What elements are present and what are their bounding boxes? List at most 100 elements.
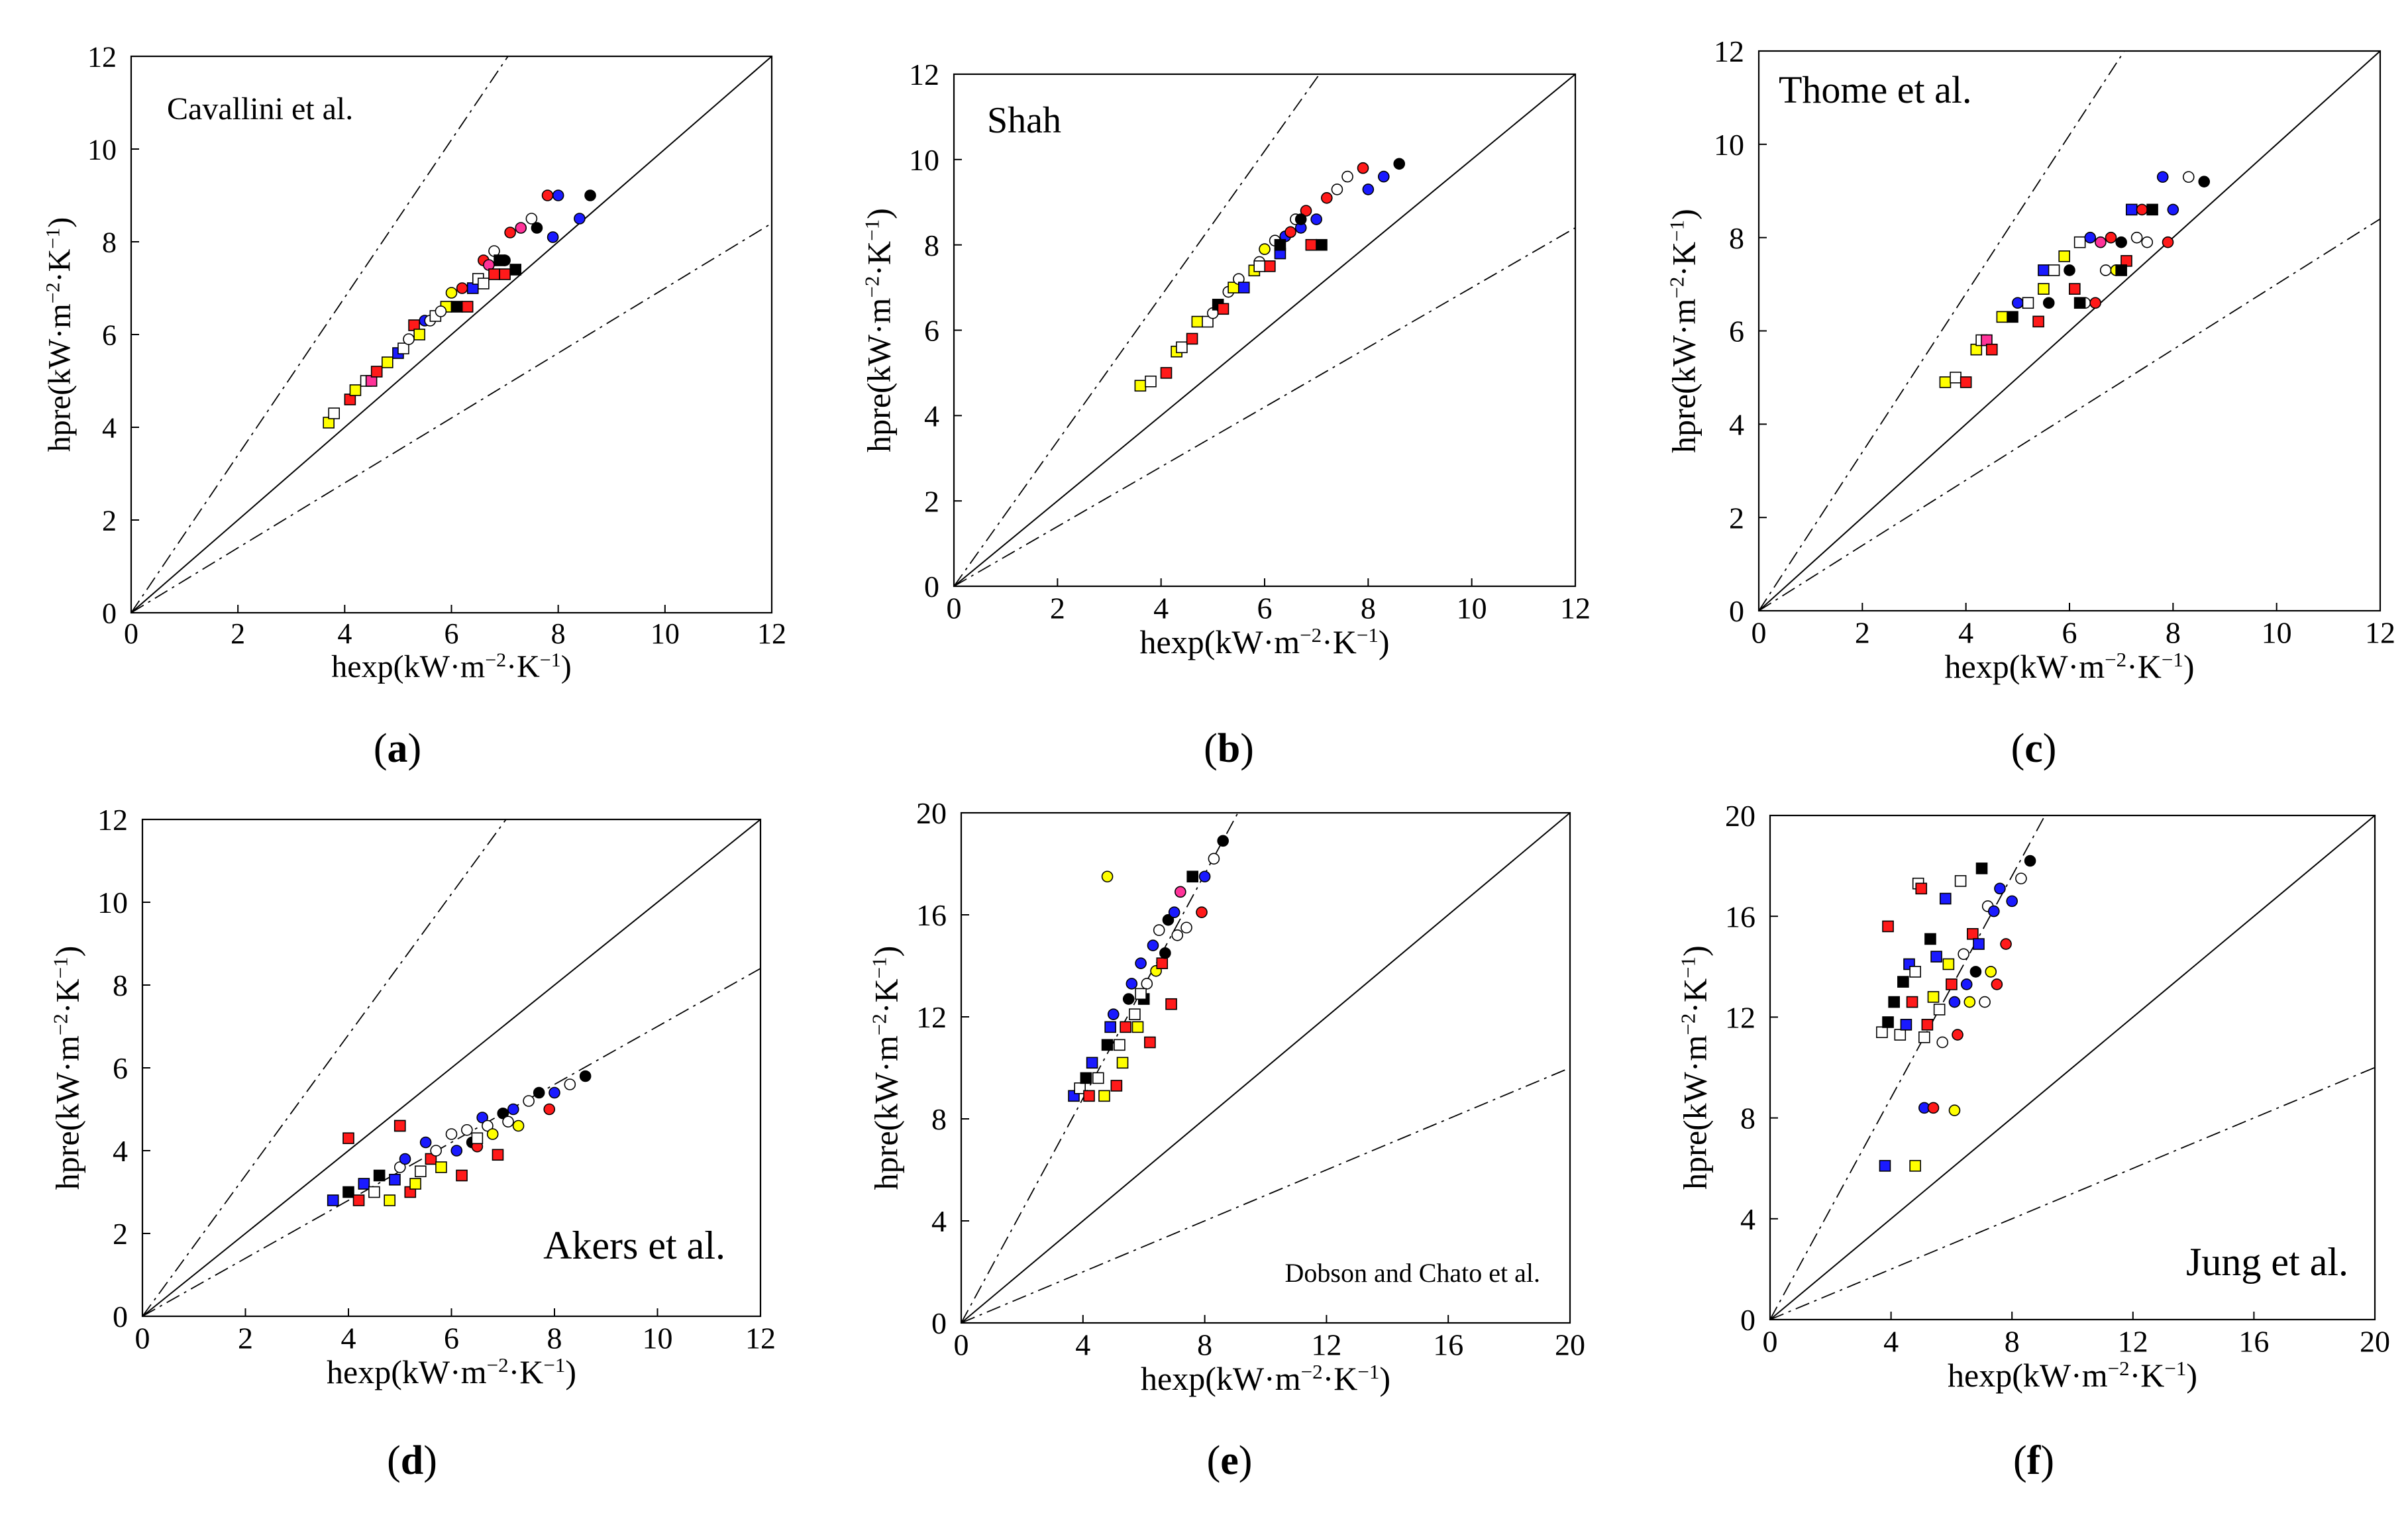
data-point-square <box>1939 376 1952 388</box>
data-point-square <box>1176 341 1188 354</box>
y-tick-label: 8 <box>113 968 128 1002</box>
data-point-square <box>327 1194 339 1206</box>
data-point-circle <box>1198 870 1211 883</box>
data-point-square <box>1092 1072 1104 1084</box>
data-point-circle <box>1147 939 1159 951</box>
data-point-circle <box>507 1103 519 1116</box>
x-axis-label: hexp(kW·m−2·K−1) <box>1948 1357 2197 1394</box>
data-point-square <box>450 301 463 313</box>
data-point-circle <box>541 189 554 201</box>
y-tick-label: 0 <box>931 1306 947 1340</box>
reference-line-slope-0_7 <box>131 223 772 613</box>
data-point-square <box>2022 297 2034 309</box>
data-point-circle <box>419 1136 432 1149</box>
data-point-square <box>358 1178 370 1190</box>
data-point-square <box>435 1161 447 1173</box>
y-tick-label: 8 <box>102 226 117 258</box>
data-point-square <box>1156 957 1169 969</box>
reference-line-slope-1 <box>1770 815 2375 1320</box>
y-tick-label: 4 <box>931 1204 947 1238</box>
data-point-circle <box>482 1120 494 1132</box>
data-point-circle <box>1963 996 1976 1008</box>
chart-panel-a: 0 2 4 6 8 10 12 0 2 4 6 8 10 12 hexp(kW·m−2·K−1) hpre(k… <box>42 40 786 771</box>
data-point-square <box>1186 333 1198 345</box>
x-tick-label: 2 <box>238 1321 253 1355</box>
data-point-square <box>1101 1039 1114 1051</box>
data-point-square <box>1950 372 1962 384</box>
y-tick-label: 2 <box>113 1217 128 1251</box>
panel-label-f: (f) <box>2013 1438 2054 1483</box>
data-point-square <box>1879 1160 1891 1172</box>
data-point-square <box>1080 1072 1092 1084</box>
data-point-square <box>1967 928 1979 940</box>
data-point-square <box>352 1194 365 1206</box>
correlation-annotation: Jung et al. <box>2186 1240 2348 1284</box>
x-axis-label: hexp(kW·m−2·K−1) <box>331 649 571 684</box>
x-tick-label: 2 <box>1855 615 1870 649</box>
data-point-circle <box>476 1112 488 1123</box>
x-tick-label: 10 <box>1457 591 1487 625</box>
data-point-square <box>409 1178 421 1190</box>
data-point-circle <box>574 213 586 225</box>
y-tick-label: 0 <box>924 570 939 603</box>
reference-line-slope-1 <box>961 813 1570 1323</box>
data-point-square <box>1927 991 1940 1003</box>
data-point-square <box>509 264 522 276</box>
data-point-circle <box>399 1153 411 1165</box>
data-point-circle <box>1991 978 2003 990</box>
y-tick-label: 4 <box>1740 1202 1755 1236</box>
reference-line-slope-1_7 <box>142 819 507 1316</box>
data-point-square <box>1882 920 1894 933</box>
y-axis-label: hpre(kW·m−2·K−1) <box>860 208 898 452</box>
data-point-square <box>1930 951 1942 963</box>
data-point-square <box>1918 1031 1930 1043</box>
x-tick-label: 20 <box>1555 1328 1585 1361</box>
data-point-circle <box>1175 886 1186 898</box>
y-tick-label: 12 <box>97 803 128 837</box>
y-axis-label: hpre(kW·m−2·K−1) <box>42 217 78 452</box>
data-point-circle <box>445 287 458 299</box>
data-point-circle <box>2105 231 2117 244</box>
panel-label-e: (e) <box>1207 1438 1253 1483</box>
data-point-circle <box>1180 921 1192 934</box>
data-point-circle <box>1357 162 1369 174</box>
data-point-square <box>1116 1057 1129 1069</box>
reference-line-slope-1_7 <box>1759 51 2125 611</box>
y-axis-label: hpre(kW·m−2·K−1) <box>1665 209 1702 453</box>
reference-line-slope-1 <box>1759 51 2380 611</box>
data-point-circle <box>1171 929 1184 941</box>
data-point-circle <box>435 305 447 317</box>
data-point-circle <box>461 1123 473 1136</box>
data-point-circle <box>531 222 543 234</box>
data-point-square <box>2073 236 2086 248</box>
data-point-circle <box>549 1086 560 1099</box>
data-point-square <box>1909 966 1921 978</box>
data-point-square <box>1960 376 1972 388</box>
data-point-circle <box>1958 948 1969 961</box>
data-point-circle <box>486 1128 499 1140</box>
data-point-circle <box>1310 213 1322 225</box>
data-point-circle <box>1162 914 1175 926</box>
x-tick-label: 0 <box>1763 1324 1778 1358</box>
data-point-square <box>2058 250 2070 262</box>
x-tick-label: 0 <box>135 1321 150 1355</box>
data-point-circle <box>2084 231 2097 244</box>
data-point-circle <box>1927 1102 1940 1114</box>
x-tick-label: 4 <box>341 1321 356 1355</box>
data-point-square <box>1131 1021 1144 1033</box>
panel-label-b: (b) <box>1204 726 1254 771</box>
panel-label-a: (a) <box>374 726 421 771</box>
data-point-square <box>1985 343 1998 356</box>
data-point-circle <box>552 189 564 201</box>
x-tick-label: 10 <box>651 617 680 650</box>
y-tick-label: 20 <box>1725 799 1755 833</box>
correlation-annotation: Thome et al. <box>1779 68 1972 111</box>
x-axis-label: hexp(kW·m−2·K−1) <box>1945 648 2195 685</box>
data-point-square <box>1906 996 1918 1008</box>
panel-label-c: (c) <box>2011 726 2057 771</box>
x-tick-label: 0 <box>954 1328 969 1361</box>
data-point-circle <box>1321 192 1333 204</box>
data-point-square <box>2146 203 2158 216</box>
data-point-circle <box>1196 906 1208 918</box>
